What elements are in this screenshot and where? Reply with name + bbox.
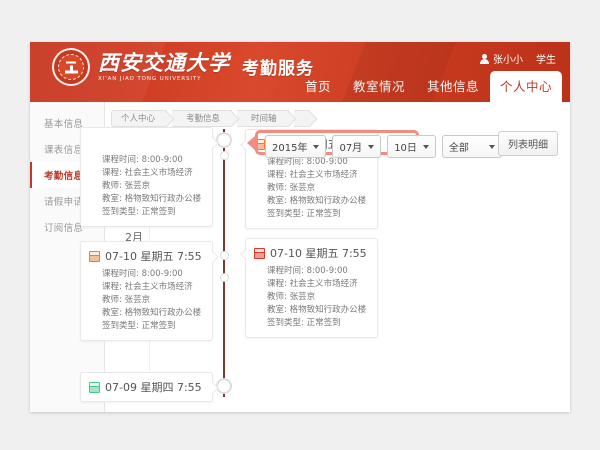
- attendance-course: 课程: 社会主义市场经济: [102, 168, 193, 178]
- breadcrumb-item-empty: [293, 109, 310, 127]
- content-area: 个人中心 考勤信息 时间轴 列表明细 2015年 07月 10日: [80, 102, 570, 412]
- attendance-card[interactable]: 07-09 星期四 7:55: [80, 372, 213, 402]
- month-select[interactable]: 07月: [332, 135, 382, 158]
- calendar-icon: [89, 381, 100, 393]
- attendance-course-time: 课程时间: 8:00-9:00: [102, 155, 183, 165]
- breadcrumb-item-personal-center[interactable]: 个人中心: [111, 109, 168, 127]
- brand-logo: 西安交通大学 XI'AN JIAO TONG UNIVERSITY 考勤服务: [52, 48, 314, 86]
- attendance-course: 课程: 社会主义市场经济: [102, 282, 193, 292]
- user-icon: [480, 53, 489, 64]
- scope-select-value: 全部: [448, 143, 469, 154]
- attendance-signin-type: 签到类型: 正常签到: [267, 318, 341, 328]
- sidebar-item-schedule[interactable]: 课表信息: [44, 145, 84, 156]
- chevron-down-icon: [313, 144, 320, 149]
- nav-item-personal-center[interactable]: 个人中心: [489, 71, 562, 102]
- attendance-course-time: 课程时间: 8:00-9:00: [102, 269, 183, 279]
- user-info[interactable]: 张小小 学生: [480, 51, 556, 66]
- attendance-course-time: 课程时间: 8:00-9:00: [267, 157, 348, 167]
- timeline-node: [216, 378, 232, 394]
- attendance-card-title: 07-10 星期五 7:55: [270, 247, 367, 260]
- sidebar-item-basic-info[interactable]: 基本信息: [44, 119, 84, 130]
- timeline-axis: [223, 129, 225, 397]
- timeline-node: [220, 251, 229, 260]
- attendance-teacher: 教师: 张芸京: [267, 183, 316, 193]
- attendance-card-header: 07-10 星期五 7:55: [89, 248, 204, 264]
- year-select-value: 2015年: [272, 143, 308, 154]
- attendance-card-title: 07-09 星期四 7:55: [105, 381, 202, 394]
- attendance-teacher: 教师: 张芸京: [102, 181, 151, 191]
- attendance-course: 课程: 社会主义市场经济: [267, 279, 358, 289]
- month-select-value: 07月: [339, 143, 363, 154]
- nav-item-classroom[interactable]: 教室情况: [352, 79, 405, 94]
- timeline-node: [220, 151, 229, 160]
- breadcrumb: 个人中心 考勤信息 时间轴: [105, 107, 570, 129]
- app-header: 西安交通大学 XI'AN JIAO TONG UNIVERSITY 考勤服务 张…: [30, 42, 570, 102]
- attendance-card[interactable]: 07-10 星期五 7:55 课程时间: 8:00-9:00 课程: 社会主义市…: [80, 241, 213, 341]
- attendance-classroom: 教室: 格物致知行政办公楼: [102, 308, 202, 318]
- calendar-icon: [89, 250, 100, 262]
- attendance-teacher: 教师: 张芸京: [102, 295, 151, 305]
- attendance-classroom: 教室: 格物致知行政办公楼: [267, 305, 367, 315]
- university-name-cn: 西安交通大学: [98, 50, 230, 76]
- timeline-node: [216, 132, 232, 148]
- user-role: 学生: [536, 55, 556, 66]
- sidebar-item-subscription[interactable]: 订阅信息: [44, 223, 84, 234]
- breadcrumb-item-timeline[interactable]: 时间轴: [237, 109, 289, 127]
- list-detail-button[interactable]: 列表明细: [498, 131, 558, 156]
- year-select[interactable]: 2015年: [265, 135, 327, 158]
- system-name: 考勤服务: [242, 58, 314, 79]
- filter-bar: 2015年 07月 10日 全部: [265, 135, 502, 158]
- timeline: 10号 09号 07-10 星期五 7:55: [80, 127, 570, 402]
- user-name: 张小小: [493, 55, 523, 66]
- timeline-node: [220, 273, 229, 282]
- chevron-down-icon: [368, 144, 375, 149]
- attendance-signin-type: 签到类型: 正常签到: [102, 207, 176, 217]
- timeline-wrapper: 2015 7月 6月 5月 3月 2月 1月 2014 2013 10号: [80, 127, 570, 402]
- attendance-card-header: 07-10 星期五 7:55: [254, 245, 369, 261]
- attendance-teacher: 教师: 张芸京: [267, 292, 316, 302]
- chevron-down-icon: [422, 144, 429, 149]
- attendance-signin-type: 签到类型: 正常签到: [102, 321, 176, 331]
- attendance-classroom: 教室: 格物致知行政办公楼: [267, 196, 367, 206]
- calendar-icon: [254, 247, 265, 259]
- university-seal-icon: [52, 48, 90, 86]
- sidebar-item-leave-request[interactable]: 请假申请: [44, 197, 84, 208]
- attendance-card[interactable]: 07-10 星期五 7:55 课程时间: 8:00-9:00 课程: 社会主义市…: [80, 127, 213, 227]
- attendance-classroom: 教室: 格物致知行政办公楼: [102, 194, 202, 204]
- app-page: 西安交通大学 XI'AN JIAO TONG UNIVERSITY 考勤服务 张…: [30, 42, 570, 412]
- main-nav: 首页 教室情况 其他信息 个人中心: [294, 71, 562, 102]
- chevron-down-icon: [488, 144, 495, 149]
- nav-item-home[interactable]: 首页: [304, 79, 331, 94]
- calendar-icon: [254, 138, 265, 150]
- scope-select[interactable]: 全部: [441, 135, 502, 158]
- attendance-card-title: 07-10 星期五 7:55: [105, 250, 202, 263]
- day-select-value: 10日: [394, 143, 417, 154]
- attendance-card-header: 07-09 星期四 7:55: [89, 379, 204, 395]
- nav-item-other-info[interactable]: 其他信息: [426, 79, 479, 94]
- app-body: 基本信息 课表信息 考勤信息 请假申请 订阅信息 个人中心 考勤信息 时间轴 列…: [30, 102, 570, 412]
- breadcrumb-item-attendance[interactable]: 考勤信息: [172, 109, 233, 127]
- attendance-signin-type: 签到类型: 正常签到: [267, 209, 341, 219]
- attendance-course: 课程: 社会主义市场经济: [267, 170, 358, 180]
- university-name-en: XI'AN JIAO TONG UNIVERSITY: [98, 75, 202, 82]
- attendance-course-time: 课程时间: 8:00-9:00: [267, 266, 348, 276]
- attendance-card[interactable]: 07-10 星期五 7:55 课程时间: 8:00-9:00 课程: 社会主义市…: [245, 238, 378, 338]
- university-name: 西安交通大学 XI'AN JIAO TONG UNIVERSITY: [98, 50, 230, 82]
- day-select[interactable]: 10日: [387, 135, 436, 158]
